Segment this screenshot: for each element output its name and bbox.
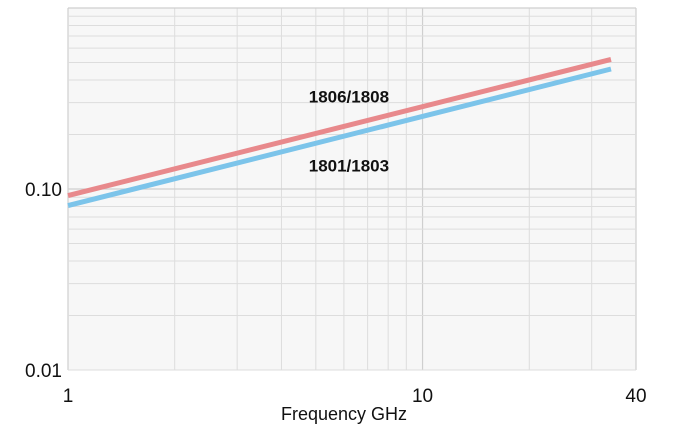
x-axis-title: Frequency GHz <box>281 404 407 424</box>
x-tick-label: 10 <box>412 386 433 407</box>
x-tick-label: 1 <box>63 386 74 407</box>
series-line-1 <box>67 56 612 199</box>
x-tick-labels: 1 10 40 <box>63 386 647 407</box>
y-tick-labels: 0.01 0.10 <box>25 180 62 382</box>
series-label-2: 1801/1803 <box>309 156 389 175</box>
series-line-2 <box>67 66 612 209</box>
series-label-1: 1806/1808 <box>309 88 389 107</box>
y-tick-label: 0.01 <box>25 361 62 382</box>
series-group <box>67 56 612 209</box>
x-tick-label: 40 <box>625 386 646 407</box>
y-tick-label: 0.10 <box>25 180 62 201</box>
grid <box>67 7 637 371</box>
series-labels: 1806/1808 1801/1803 <box>309 88 389 176</box>
